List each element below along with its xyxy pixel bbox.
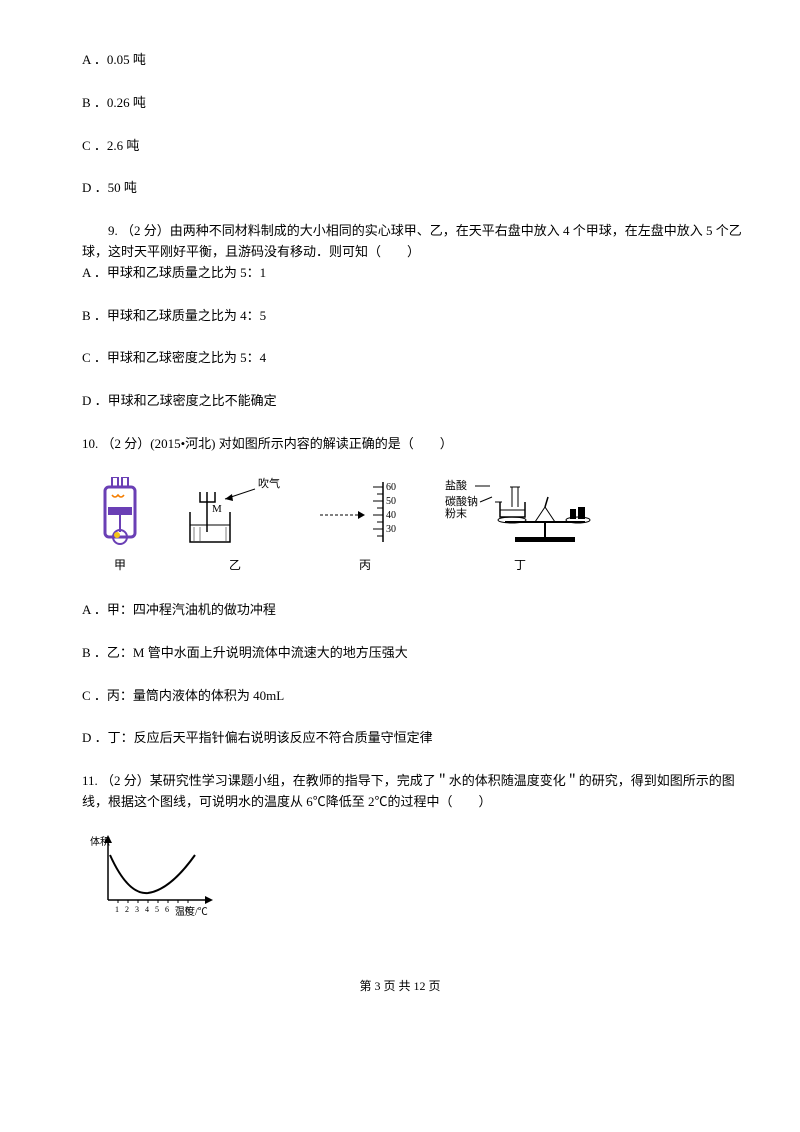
tick2: 2 — [125, 905, 129, 914]
q9-option-a: A ．甲球和乙球质量之比为 5：1 — [82, 263, 750, 284]
tick3: 3 — [135, 905, 139, 914]
label-yi: 乙 — [229, 556, 241, 575]
xlabel: 温度/℃ — [175, 905, 208, 918]
q8-option-d: D ．50 吨 — [82, 178, 750, 199]
figure-bing: 60 50 40 30 丙 — [320, 477, 410, 575]
scale-50: 50 — [386, 496, 396, 507]
q10-option-d: D ．丁：反应后天平指针偏右说明该反应不符合质量守恒定律 — [82, 728, 750, 749]
scale-30: 30 — [386, 524, 396, 535]
page-footer: 第 3 页 共 12 页 — [50, 977, 750, 996]
q10-option-b: B ．乙：M 管中水面上升说明流体中流速大的地方压强大 — [82, 643, 750, 664]
cylinder-icon: 60 50 40 30 — [320, 477, 410, 552]
figure-jia: 甲 — [90, 477, 150, 575]
q11-figure: 体积 温度/℃ 1 2 3 4 5 6 7 8 — [90, 835, 750, 927]
q11-text: 11. （2 分）某研究性学习课题小组，在教师的指导下，完成了＂水的体积随温度变… — [82, 771, 750, 813]
ylabel: 体积 — [90, 836, 110, 848]
tick5: 5 — [155, 905, 159, 914]
label-bing: 丙 — [359, 556, 371, 575]
tick6: 6 — [165, 905, 169, 914]
na2co3-label-2: 粉末 — [445, 506, 467, 520]
q10-option-a: A ．甲：四冲程汽油机的做功冲程 — [82, 600, 750, 621]
q9-text: 9. （2 分）由两种不同材料制成的大小相同的实心球甲、乙，在天平右盘中放入 4… — [50, 221, 750, 263]
tick1: 1 — [115, 905, 119, 914]
q9-option-b: B ．甲球和乙球质量之比为 4：5 — [82, 306, 750, 327]
q8-option-a: A ．0.05 吨 — [82, 50, 750, 71]
q9-option-d: D ．甲球和乙球密度之比不能确定 — [82, 391, 750, 412]
scale-40: 40 — [386, 510, 396, 521]
label-ding: 丁 — [514, 556, 526, 575]
label-jia: 甲 — [114, 556, 126, 575]
figure-yi: 吹气 M 乙 — [180, 477, 290, 575]
tick4: 4 — [145, 905, 149, 914]
q10-figures: 甲 吹气 M 乙 60 — [90, 477, 750, 575]
hcl-label: 盐酸 — [445, 478, 467, 492]
beaker-tube-icon: 吹气 M — [180, 477, 290, 552]
engine-icon — [90, 477, 150, 552]
m-label: M — [212, 503, 222, 515]
tick7: 7 — [175, 905, 179, 914]
tick8: 8 — [185, 905, 189, 914]
scale-60: 60 — [386, 482, 396, 493]
q8-option-b: B ．0.26 吨 — [82, 93, 750, 114]
volume-temp-chart-icon: 体积 温度/℃ 1 2 3 4 5 6 7 8 — [90, 835, 220, 920]
balance-icon: 盐酸 碳酸钠 粉末 — [440, 477, 600, 552]
na2co3-label-1: 碳酸钠 — [445, 494, 478, 508]
figure-ding: 盐酸 碳酸钠 粉末 — [440, 477, 600, 575]
page-content: A ．0.05 吨 B ．0.26 吨 C ．2.6 吨 D ．50 吨 9. … — [0, 0, 800, 1026]
q9-body: 9. （2 分）由两种不同材料制成的大小相同的实心球甲、乙，在天平右盘中放入 4… — [50, 221, 750, 263]
q10-text: 10. （2 分）(2015•河北) 对如图所示内容的解读正确的是（ ） — [82, 434, 750, 455]
q9-option-c: C ．甲球和乙球密度之比为 5：4 — [82, 348, 750, 369]
blow-label: 吹气 — [258, 477, 280, 490]
q10-option-c: C ．丙：量筒内液体的体积为 40mL — [82, 686, 750, 707]
q8-option-c: C ．2.6 吨 — [82, 136, 750, 157]
